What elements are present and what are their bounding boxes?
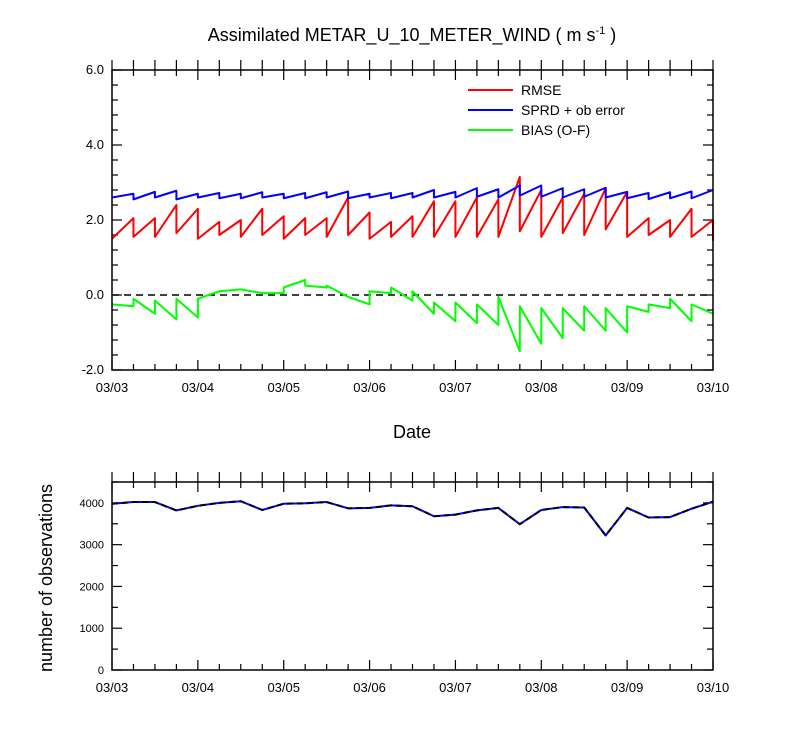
x-tick-label: 03/07 — [439, 380, 472, 395]
chart-title: Assimilated METAR_U_10_METER_WIND ( m s-… — [208, 25, 617, 46]
legend-label: BIAS (O-F) — [521, 122, 590, 138]
y-tick-label: 4.0 — [86, 137, 104, 152]
legend-label: SPRD + ob error — [521, 102, 625, 118]
series-line-1 — [111, 500, 714, 537]
y-tick-label: 6.0 — [86, 62, 104, 77]
y-tick-label: 0 — [98, 665, 104, 677]
x-tick-label: 03/10 — [697, 380, 730, 395]
top-plot-x-axis-label: Date — [393, 422, 431, 442]
legend-label: RMSE — [521, 82, 561, 98]
y-tick-label: 2.0 — [86, 212, 104, 227]
x-tick-label: 03/10 — [697, 680, 730, 695]
y-tick-label: 0.0 — [86, 287, 104, 302]
x-tick-label: 03/09 — [611, 380, 644, 395]
x-tick-label: 03/06 — [353, 680, 386, 695]
chart-title-superscript: -1 — [595, 25, 605, 37]
x-tick-label: 03/04 — [182, 380, 215, 395]
x-tick-label: 03/03 — [96, 380, 129, 395]
chart-title-tail: ) — [605, 25, 616, 45]
y-tick-label: -2.0 — [82, 362, 104, 377]
plot-frame — [111, 481, 714, 671]
series-line-bias-o-f — [111, 279, 714, 353]
chart-title-main: Assimilated METAR_U_10_METER_WIND ( m s — [208, 25, 596, 46]
bottom-plot: 03/03 03/04 03/05 03/06 03/07 03/08 03/09 03/10… — [80, 472, 730, 695]
x-tick-label: 03/08 — [525, 680, 558, 695]
x-tick-label: 03/03 — [96, 680, 129, 695]
y-tick-label: 1000 — [80, 623, 104, 635]
x-tick-label: 03/06 — [353, 380, 386, 395]
x-tick-label: 03/07 — [439, 680, 472, 695]
x-tick-label: 03/08 — [525, 380, 558, 395]
y-tick-label: 2000 — [80, 581, 104, 593]
bottom-plot-y-axis-label: number of observations — [36, 484, 56, 672]
x-tick-label: 03/04 — [182, 680, 215, 695]
series-line-0 — [111, 500, 714, 537]
x-tick-label: 03/05 — [267, 680, 300, 695]
series-line-sprd-ob-error — [111, 184, 714, 201]
series-line-rmse — [111, 175, 714, 241]
plot-frame — [111, 69, 714, 371]
y-tick-label: 3000 — [80, 540, 104, 552]
x-tick-label: 03/05 — [267, 380, 300, 395]
x-tick-label: 03/09 — [611, 680, 644, 695]
top-plot: 03/03 03/04 03/05 03/06 03/07 03/08 03/09 03/10… — [82, 60, 730, 395]
y-tick-label: 4000 — [80, 498, 104, 510]
